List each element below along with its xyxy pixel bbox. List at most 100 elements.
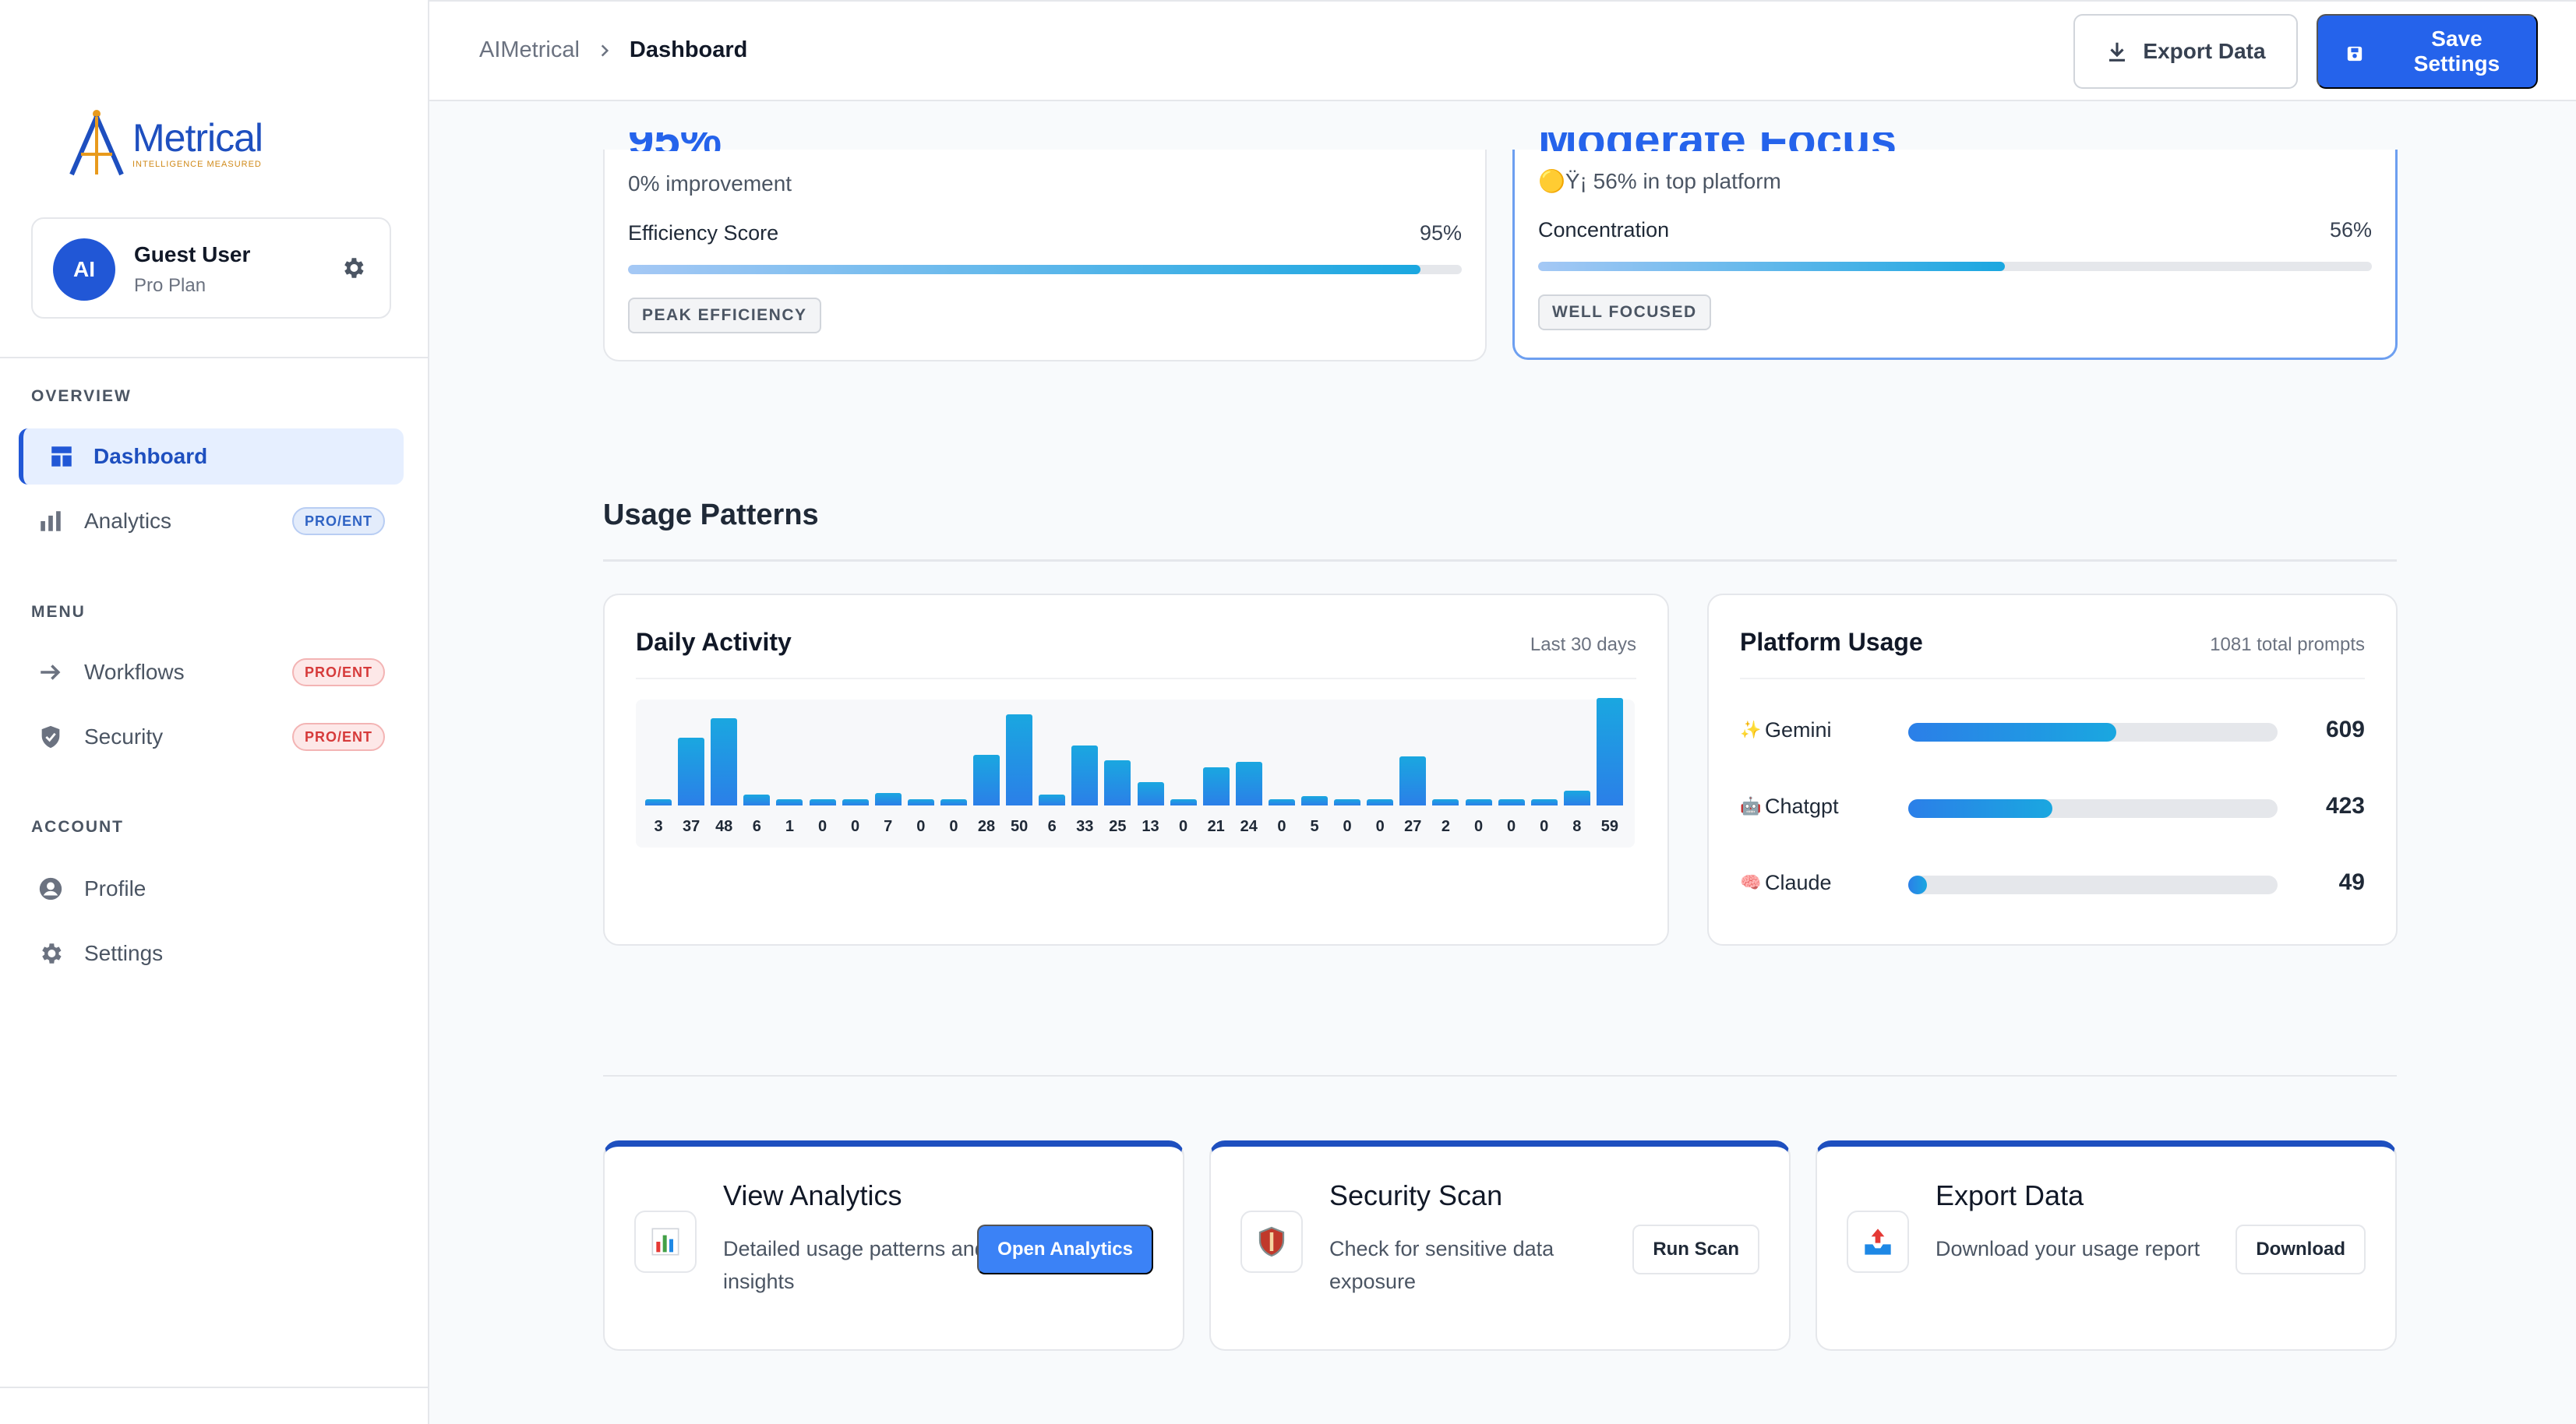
section-label-menu: MENU: [31, 603, 86, 621]
concentration-progress-bar: [1538, 262, 2372, 271]
chart-bar: [1399, 756, 1427, 805]
platform-name: Chatgpt: [1765, 795, 1839, 818]
sidebar: Metrical INTELLIGENCE MEASURED AI Guest …: [0, 0, 429, 1424]
open-analytics-button[interactable]: Open Analytics: [977, 1225, 1153, 1274]
platform-row-chatgpt: 🤖 Chatgpt 423: [1740, 793, 2365, 824]
sidebar-item-label: Profile: [84, 876, 146, 901]
chart-data-label: 0: [949, 818, 958, 835]
chart-data-label: 6: [752, 818, 761, 835]
action-title: View Analytics: [723, 1179, 902, 1211]
panel-meta: 1081 total prompts: [2210, 634, 2365, 655]
chart-data-label: 0: [916, 818, 926, 835]
section-divider: [603, 559, 2397, 562]
sidebar-item-label: Settings: [84, 941, 164, 965]
outbox-color-icon: [1865, 1228, 1891, 1255]
sidebar-item-security[interactable]: Security PRO/ENT: [19, 709, 404, 765]
chart-icon: [634, 1211, 697, 1273]
outbox-icon: [1847, 1211, 1909, 1273]
efficiency-progress-bar: [628, 265, 1462, 274]
daily-activity-chart: 3 37 48 6 1 0 0 7 0 0 28 50 6 33 25 13 0 21 24 0 5 0 0 27 2 0 0 0 8 5…: [636, 698, 1635, 848]
pro-badge: PRO/ENT: [291, 658, 385, 686]
efficiency-card: 95% 0% improvement Efficiency Score 95% …: [603, 132, 1487, 361]
action-description: Download your usage report: [1936, 1237, 2200, 1260]
chart-data-label: 48: [715, 818, 733, 835]
sidebar-divider: [0, 357, 428, 358]
save-settings-button[interactable]: Save Settings: [2317, 14, 2538, 89]
platform-row-gemini: ✨ Gemini 609: [1740, 717, 2365, 748]
panel-divider: [1740, 678, 2365, 679]
brand-tagline: INTELLIGENCE MEASURED: [132, 160, 262, 169]
chart-data-label: 5: [1310, 818, 1319, 835]
chart-data-label: 1: [785, 818, 794, 835]
sidebar-item-analytics[interactable]: Analytics PRO/ENT: [19, 493, 404, 549]
sidebar-item-label: Dashboard: [94, 444, 208, 468]
download-button[interactable]: Download: [2235, 1225, 2366, 1274]
sidebar-item-profile[interactable]: Profile: [19, 861, 404, 917]
chart-bar: [1465, 799, 1492, 805]
chart-bar: [940, 799, 967, 805]
sidebar-item-workflows[interactable]: Workflows PRO/ENT: [19, 644, 404, 700]
chart-data-label: 27: [1404, 818, 1422, 835]
platform-usage-bar: [1908, 723, 2278, 742]
platform-usage-bar: [1908, 799, 2278, 818]
focus-card: Moderate Focus 🟡Ÿ¡ 56% in top platform C…: [1512, 132, 2398, 360]
export-data-button[interactable]: Export Data: [2073, 14, 2298, 89]
sidebar-item-label: Analytics: [84, 509, 172, 533]
sidebar-item-dashboard[interactable]: Dashboard: [19, 428, 404, 485]
shield-icon: [1240, 1211, 1303, 1273]
chart-bar: [1071, 745, 1099, 805]
chart-bar: [743, 794, 771, 805]
chart-bar: [842, 799, 869, 805]
chart-data-label: 0: [817, 818, 827, 835]
user-card[interactable]: AI Guest User Pro Plan: [31, 217, 391, 319]
chart-bar: [1563, 791, 1590, 805]
chart-bar: [1235, 761, 1262, 805]
chart-data-label: 50: [1010, 818, 1029, 835]
sidebar-item-settings[interactable]: Settings: [19, 925, 404, 982]
metric-value: Moderate Focus: [1538, 132, 1897, 151]
action-description: Check for sensitive data exposure: [1329, 1237, 1554, 1293]
section-title: Usage Patterns: [603, 499, 819, 531]
breadcrumb-current: Dashboard: [629, 37, 748, 62]
export-data-card: Export Data Download your usage report D…: [1816, 1140, 2397, 1351]
chart-data-label: 0: [851, 818, 860, 835]
chart-data-label: 59: [1600, 818, 1619, 835]
chart-data-label: 0: [1277, 818, 1286, 835]
breadcrumb-root[interactable]: AIMetrical: [479, 37, 580, 62]
metric-row-label: Concentration: [1538, 218, 1670, 241]
chart-bar: [809, 799, 836, 805]
metric-row-label: Efficiency Score: [628, 221, 779, 245]
platform-usage-panel: Platform Usage 1081 total prompts ✨ Gemi…: [1707, 594, 2398, 946]
chart-data-label: 6: [1047, 818, 1057, 835]
run-scan-button[interactable]: Run Scan: [1632, 1225, 1759, 1274]
platform-name: Claude: [1765, 871, 1832, 894]
chart-data-label: 0: [1179, 818, 1188, 835]
chart-data-label: 0: [1343, 818, 1352, 835]
panel-title: Platform Usage: [1740, 628, 1923, 656]
metric-subtitle: 0% improvement: [628, 171, 792, 196]
chart-data-label: 8: [1572, 818, 1582, 835]
chart-bar: [1367, 799, 1394, 805]
export-data-label: Export Data: [2143, 39, 2266, 63]
chart-data-label: 0: [1375, 818, 1385, 835]
chart-bar: [678, 738, 705, 805]
bar-chart-icon: [41, 511, 61, 531]
chart-bar: [1170, 799, 1197, 805]
top-header: AIMetrical Dashboard Export Data Save Se…: [429, 0, 2576, 101]
chart-bar: [711, 717, 738, 805]
gear-icon[interactable]: [340, 255, 366, 281]
progress-fill: [628, 265, 1420, 274]
action-description: Detailed usage patterns and insights: [723, 1237, 986, 1293]
platform-count: 609: [2325, 717, 2365, 742]
panel-meta: Last 30 days: [1530, 634, 1636, 655]
progress-fill: [1538, 262, 2006, 271]
brand-logo[interactable]: Metrical INTELLIGENCE MEASURED: [67, 109, 263, 178]
platform-count: 423: [2325, 793, 2365, 819]
metric-row-value: 56%: [2329, 218, 2372, 241]
chart-bar: [1301, 796, 1328, 805]
usage-fill: [1908, 876, 1927, 894]
chart-bar: [1596, 698, 1623, 805]
platform-name: Gemini: [1765, 718, 1832, 742]
usage-fill: [1908, 799, 2053, 818]
shield-color-icon: [1258, 1226, 1285, 1257]
